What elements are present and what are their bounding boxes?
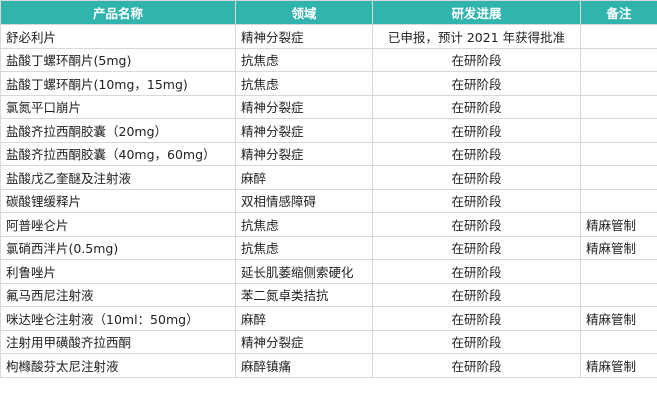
table-cell: 阿普唑仑片: [0, 212, 236, 237]
table-cell: 氯氮平口崩片: [0, 94, 236, 119]
table-cell: 枸橼酸芬太尼注射液: [0, 353, 236, 378]
table-cell: 抗焦虑: [235, 235, 373, 260]
table-cell: 已申报，预计 2021 年获得批准: [372, 24, 581, 49]
table-cell: [580, 118, 657, 143]
table-cell: [580, 188, 657, 213]
table-cell: 在研阶段: [372, 259, 581, 284]
table-cell: 咪达唑仑注射液（10ml：50mg）: [0, 306, 236, 331]
table-cell: 精神分裂症: [235, 24, 373, 49]
table-cell: 在研阶段: [372, 165, 581, 190]
table-cell: 麻醉镇痛: [235, 353, 373, 378]
table-cell: 精麻管制: [580, 235, 657, 260]
table-cell: 精麻管制: [580, 353, 657, 378]
table-cell: 精神分裂症: [235, 329, 373, 354]
table-cell: 麻醉: [235, 306, 373, 331]
table-cell: [580, 282, 657, 307]
table-body: 舒必利片 精神分裂症 已申报，预计 2021 年获得批准 盐酸丁螺环酮片(5mg) 抗焦…: [0, 24, 657, 378]
table-cell: 苯二氮卓类拮抗: [235, 282, 373, 307]
table-row: 盐酸戊乙奎醚及注射液 麻醉 在研阶段: [0, 165, 657, 190]
table-cell: 精神分裂症: [235, 94, 373, 119]
table-cell: 在研阶段: [372, 188, 581, 213]
header-cell: 产品名称: [0, 0, 236, 25]
table-cell: 在研阶段: [372, 212, 581, 237]
table-cell: 注射用甲磺酸齐拉西酮: [0, 329, 236, 354]
table-cell: 在研阶段: [372, 353, 581, 378]
table-cell: [580, 165, 657, 190]
table-cell: 盐酸齐拉西酮胶囊（40mg，60mg）: [0, 141, 236, 166]
table-cell: 精麻管制: [580, 212, 657, 237]
table-cell: 盐酸戊乙奎醚及注射液: [0, 165, 236, 190]
header-row: 产品名称 领域 研发进展 备注: [0, 0, 657, 25]
table-cell: 盐酸丁螺环酮片(10mg，15mg): [0, 71, 236, 96]
table-cell: 抗焦虑: [235, 47, 373, 72]
table-row: 利鲁唑片 延长肌萎缩侧索硬化 在研阶段: [0, 259, 657, 284]
table-row: 注射用甲磺酸齐拉西酮 精神分裂症 在研阶段: [0, 329, 657, 354]
table-row: 氯氮平口崩片 精神分裂症 在研阶段: [0, 94, 657, 119]
table-cell: [580, 71, 657, 96]
table-cell: [580, 47, 657, 72]
table-cell: 碳酸锂缓释片: [0, 188, 236, 213]
table-cell: 精神分裂症: [235, 141, 373, 166]
table-row: 碳酸锂缓释片 双相情感障碍 在研阶段: [0, 188, 657, 213]
table-row: 氟马西尼注射液 苯二氮卓类拮抗 在研阶段: [0, 282, 657, 307]
table-cell: 氟马西尼注射液: [0, 282, 236, 307]
table-cell: 在研阶段: [372, 329, 581, 354]
table-cell: 氯硝西泮片(0.5mg): [0, 235, 236, 260]
table-row: 盐酸齐拉西酮胶囊（40mg，60mg） 精神分裂症 在研阶段: [0, 141, 657, 166]
product-table: 产品名称 领域 研发进展 备注 舒必利片 精神分裂症 已申报，预计 2021 年获得批准盐…: [0, 0, 657, 378]
table-cell: 抗焦虑: [235, 71, 373, 96]
table-cell: [580, 94, 657, 119]
table-row: 枸橼酸芬太尼注射液 麻醉镇痛 在研阶段 精麻管制: [0, 353, 657, 378]
table-row: 舒必利片 精神分裂症 已申报，预计 2021 年获得批准: [0, 24, 657, 49]
table-cell: 在研阶段: [372, 282, 581, 307]
header-cell: 备注: [580, 0, 657, 25]
table-cell: [580, 24, 657, 49]
table-cell: 在研阶段: [372, 118, 581, 143]
table-cell: 精神分裂症: [235, 118, 373, 143]
table-cell: 在研阶段: [372, 306, 581, 331]
table-cell: 在研阶段: [372, 94, 581, 119]
table-cell: 在研阶段: [372, 141, 581, 166]
table-cell: 在研阶段: [372, 47, 581, 72]
table-row: 盐酸齐拉西酮胶囊（20mg） 精神分裂症 在研阶段: [0, 118, 657, 143]
table-cell: 麻醉: [235, 165, 373, 190]
table-cell: 精麻管制: [580, 306, 657, 331]
table-row: 咪达唑仑注射液（10ml：50mg） 麻醉 在研阶段 精麻管制: [0, 306, 657, 331]
table-cell: 在研阶段: [372, 235, 581, 260]
table-row: 盐酸丁螺环酮片(5mg) 抗焦虑 在研阶段: [0, 47, 657, 72]
table-row: 氯硝西泮片(0.5mg) 抗焦虑 在研阶段 精麻管制: [0, 235, 657, 260]
table-cell: [580, 141, 657, 166]
table-row: 盐酸丁螺环酮片(10mg，15mg) 抗焦虑 在研阶段: [0, 71, 657, 96]
table-cell: 双相情感障碍: [235, 188, 373, 213]
table-cell: 在研阶段: [372, 71, 581, 96]
table-row: 阿普唑仑片 抗焦虑 在研阶段 精麻管制: [0, 212, 657, 237]
header-cell: 领域: [235, 0, 373, 25]
table-cell: [580, 259, 657, 284]
header-cell: 研发进展: [372, 0, 581, 25]
table-cell: 抗焦虑: [235, 212, 373, 237]
table-cell: 舒必利片: [0, 24, 236, 49]
table-cell: [580, 329, 657, 354]
table-cell: 利鲁唑片: [0, 259, 236, 284]
table-cell: 盐酸丁螺环酮片(5mg): [0, 47, 236, 72]
table-cell: 延长肌萎缩侧索硬化: [235, 259, 373, 284]
table-cell: 盐酸齐拉西酮胶囊（20mg）: [0, 118, 236, 143]
